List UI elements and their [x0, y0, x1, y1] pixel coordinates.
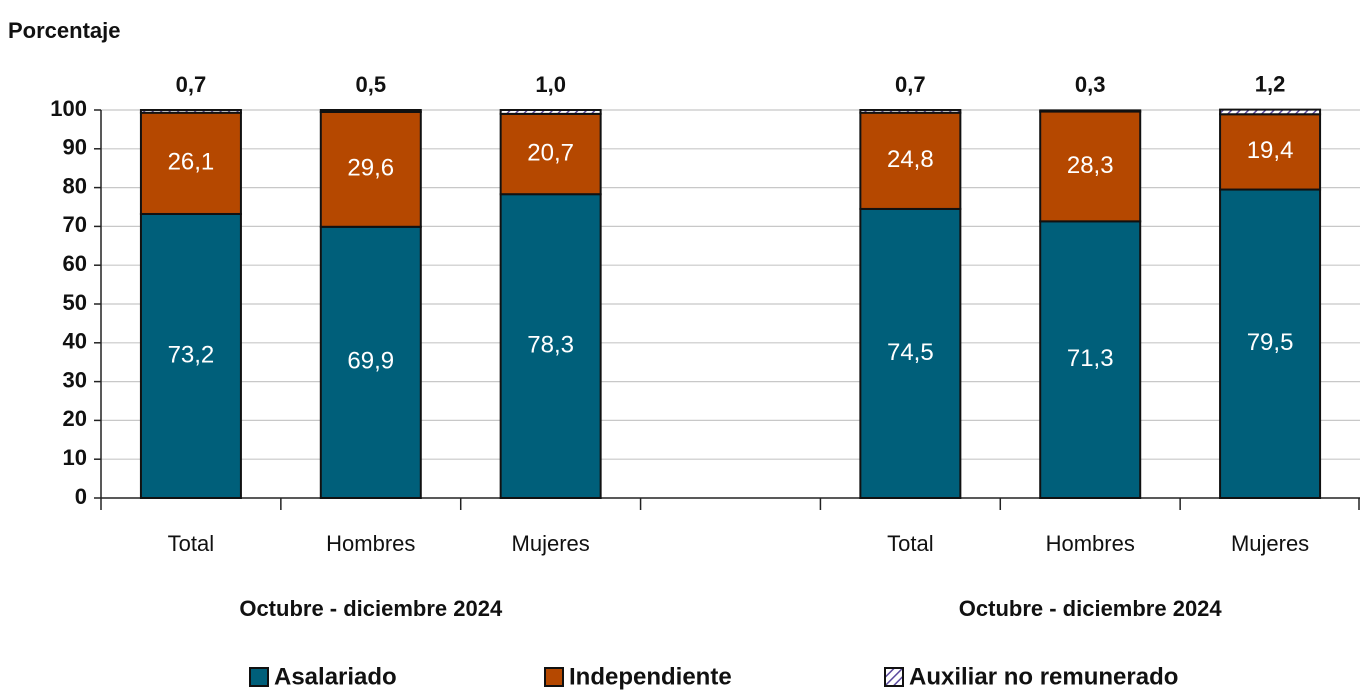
- legend-label: Asalariado: [274, 663, 397, 690]
- y-tick-label: 30: [63, 367, 87, 392]
- y-tick-label: 100: [50, 96, 87, 121]
- y-tick-label: 10: [63, 445, 87, 470]
- value-label: 26,1: [168, 149, 215, 176]
- legend-swatch: [884, 667, 904, 687]
- bar-segment: [319, 109, 422, 113]
- legend-swatch: [544, 667, 564, 687]
- value-label: 0,7: [176, 72, 207, 97]
- bar-segment: [139, 111, 242, 215]
- bar-segment: [859, 109, 962, 114]
- value-label: 69,9: [347, 348, 394, 375]
- legend-label: Independiente: [569, 663, 732, 690]
- y-tick-label: 20: [63, 406, 87, 431]
- bar-segment: [1219, 108, 1322, 116]
- legend-swatch: [249, 667, 269, 687]
- bar-segment: [1039, 109, 1142, 113]
- value-label: 74,5: [887, 339, 934, 366]
- value-label: 0,3: [1075, 72, 1106, 97]
- bar-segment: [499, 193, 602, 499]
- value-label: 0,7: [895, 72, 926, 97]
- x-tick-label: Total: [168, 531, 214, 556]
- bar-segment: [1219, 188, 1322, 499]
- bar-segment: [859, 207, 962, 499]
- legend-label: Auxiliar no remunerado: [909, 663, 1178, 690]
- bar-segment: [1039, 110, 1142, 223]
- x-tick-label: Hombres: [326, 531, 415, 556]
- y-tick-label: 90: [63, 135, 87, 160]
- value-label: 79,5: [1247, 329, 1294, 356]
- y-tick-label: 80: [63, 173, 87, 198]
- y-tick-label: 50: [63, 290, 87, 315]
- bar-segment: [319, 225, 422, 499]
- bar-segment: [319, 110, 422, 228]
- value-label: 28,3: [1067, 152, 1114, 179]
- y-tick-label: 60: [63, 251, 87, 276]
- y-tick-label: 40: [63, 329, 87, 354]
- x-tick-label: Mujeres: [1231, 531, 1309, 556]
- x-tick-label: Mujeres: [512, 531, 590, 556]
- value-label: 19,4: [1247, 137, 1294, 164]
- bar-segment: [139, 212, 242, 499]
- bar-segment: [499, 112, 602, 196]
- group-label: Octubre - diciembre 2024: [959, 596, 1223, 621]
- bar-segment: [1039, 220, 1142, 500]
- y-axis-label: Porcentaje: [8, 18, 121, 43]
- value-label: 71,3: [1067, 345, 1114, 372]
- x-tick-label: Hombres: [1046, 531, 1135, 556]
- value-label: 78,3: [527, 331, 574, 358]
- value-label: 1,2: [1255, 71, 1286, 96]
- bar-segment: [139, 109, 242, 114]
- y-tick-label: 0: [75, 484, 87, 509]
- value-label: 73,2: [168, 341, 215, 368]
- bar-segment: [499, 109, 602, 115]
- x-tick-label: Total: [887, 531, 933, 556]
- group-label: Octubre - diciembre 2024: [239, 596, 503, 621]
- value-label: 24,8: [887, 146, 934, 173]
- value-label: 0,5: [355, 72, 386, 97]
- value-label: 20,7: [527, 139, 574, 166]
- bar-segment: [1219, 113, 1322, 191]
- value-label: 29,6: [347, 155, 394, 182]
- y-tick-label: 70: [63, 212, 87, 237]
- bar-segment: [859, 111, 962, 210]
- value-label: 1,0: [535, 72, 566, 97]
